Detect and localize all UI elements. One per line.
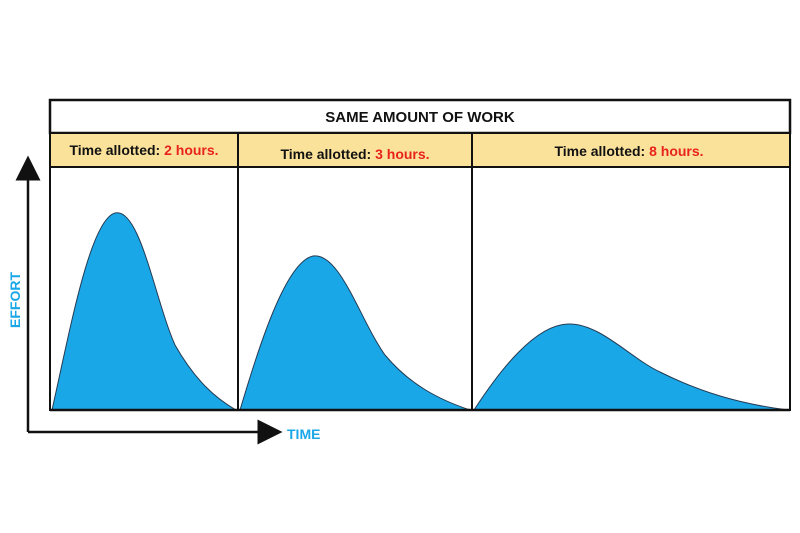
effort-curve-2-hours	[51, 212, 238, 411]
panel-label-prefix: Time allotted:	[69, 142, 164, 158]
title-bar	[48, 98, 792, 135]
panel-label: Time allotted: 2 hours.	[69, 142, 218, 158]
panel-label: Time allotted: 8 hours.	[554, 143, 703, 159]
panel-label-value: 8 hours.	[649, 143, 703, 159]
panel-header-band	[471, 132, 791, 168]
y-axis-label: EFFORT	[7, 272, 23, 328]
panel-3-hours: Time allotted: 3 hours.	[237, 132, 473, 411]
panel-label-value: 2 hours.	[164, 142, 218, 158]
panel-label-value: 3 hours.	[375, 146, 429, 162]
effort-curve-3-hours	[239, 255, 471, 411]
x-axis-label: TIME	[287, 426, 320, 442]
panel-label-prefix: Time allotted:	[280, 146, 375, 162]
diagram-title: SAME AMOUNT OF WORK	[325, 109, 515, 126]
effort-curve-8-hours	[473, 323, 789, 411]
panel-8-hours: Time allotted: 8 hours.	[471, 132, 791, 411]
panel-label: Time allotted: 3 hours.	[280, 146, 429, 162]
panel-2-hours: Time allotted: 2 hours.	[49, 132, 239, 411]
panel-label-prefix: Time allotted:	[554, 143, 649, 159]
